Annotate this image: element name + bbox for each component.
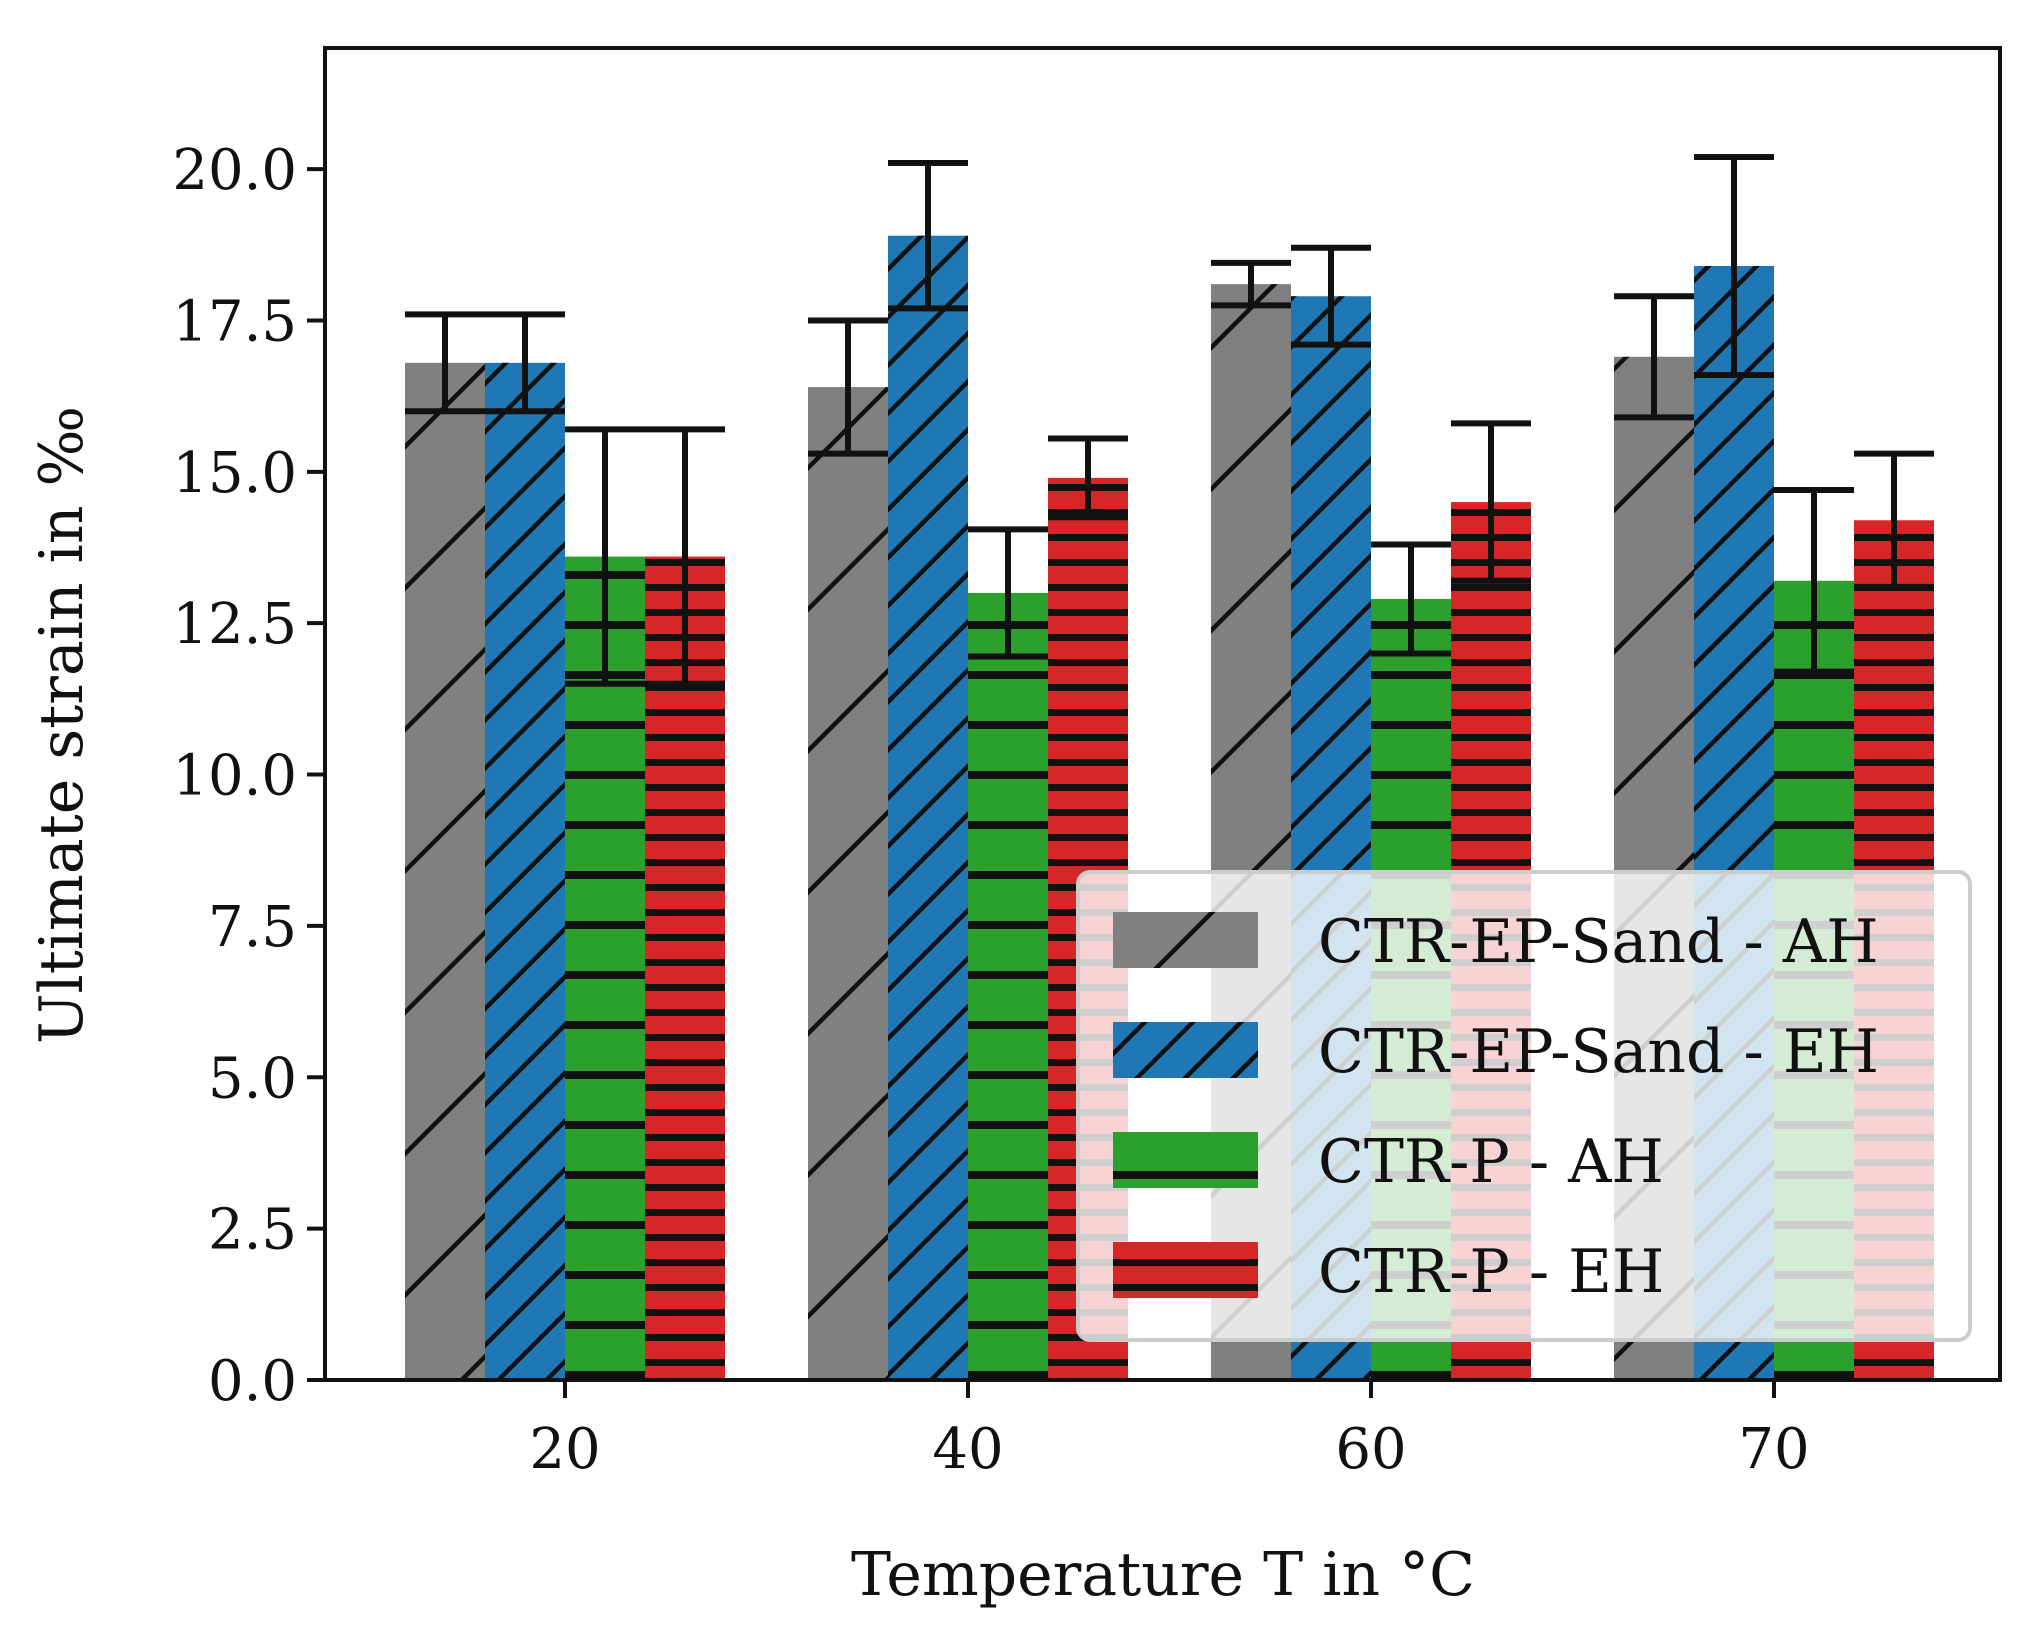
legend-box [1076,870,1972,1342]
y-tick-label: 5.0 [208,1046,297,1111]
bar-ctr-p-eh-20-hatch [645,556,725,1380]
axes-layer: 0.0 2.5 5.0 7.5 10.0 12.5 15.0 17.5 20.0 20 40 60 70 [172,46,2002,1482]
y-tick-label: 10.0 [172,744,297,809]
legend: CTR-EP-Sand - AH CTR-EP-Sand - EH CTR-P - … [1076,870,1972,1342]
legend-item-ctr-ep-sand-ah-label: CTR-EP-Sand - AH [1318,907,1879,977]
bar-ctr-ep-sand-eh-20-hatch [485,362,565,1380]
x-tick-label: 40 [932,1417,1003,1482]
y-tick-label: 2.5 [208,1198,297,1263]
y-tick-label: 7.5 [208,895,297,960]
bar-ctr-ep-sand-ah-40-hatch [808,387,888,1380]
legend-item-ctr-p-eh-label: CTR-P - EH [1318,1237,1664,1307]
legend-item-ctr-ep-sand-eh-label: CTR-EP-Sand - EH [1318,1017,1879,1087]
y-tick-label: 12.5 [172,592,297,657]
legend-item-ctr-ep-sand-eh-swatch-hatch [1113,1022,1258,1078]
legend-item-ctr-ep-sand-ah-swatch-hatch [1113,912,1258,968]
x-tick-label: 60 [1335,1417,1406,1482]
plot-frame [323,46,2002,1382]
legend-item-ctr-p-ah-swatch-hatch [1113,1132,1258,1188]
legend-item-ctr-p-eh-swatch-hatch [1113,1242,1258,1298]
y-tick-label: 17.5 [172,289,297,354]
y-tick-label: 20.0 [172,138,297,203]
x-tick-label: 70 [1738,1417,1809,1482]
y-tick-label: 0.0 [208,1349,297,1414]
x-tick-label: 20 [529,1417,600,1482]
bar-ctr-p-ah-20-hatch [565,556,645,1380]
error-bars-layer [405,153,1934,687]
x-axis-label: Temperature T in °C [851,1540,1475,1610]
y-axis-label: Ultimate strain in ‰ [27,406,97,1044]
bar-ctr-p-ah-40-hatch [968,592,1048,1380]
legend-item-ctr-p-ah-label: CTR-P - AH [1318,1127,1664,1197]
y-tick-label: 15.0 [172,441,297,506]
bar-ctr-ep-sand-ah-20-hatch [405,362,485,1380]
bar-ctr-ep-sand-eh-40-hatch [888,235,968,1380]
